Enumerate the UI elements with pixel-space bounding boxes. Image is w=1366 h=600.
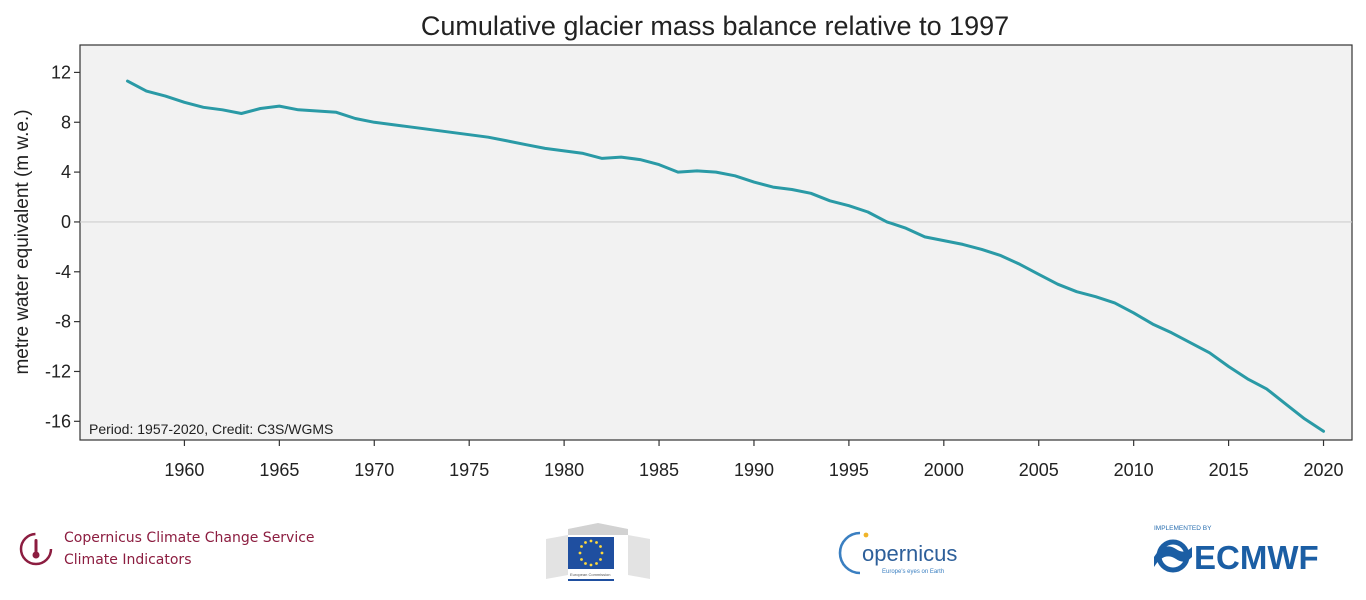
x-tick-label: 1985 [639,460,679,480]
y-tick-label: 8 [61,112,71,132]
european-commission-logo: European Commission [546,523,650,581]
ecmwf-logo: IMPLEMENTED BY ECMWF [1154,525,1319,576]
plot-panel [79,44,1353,441]
eu-label: European Commission [570,572,610,577]
c3s-name: Copernicus Climate Change Service [64,530,315,546]
thermometer-logo-icon [19,532,53,566]
y-tick-label: -8 [55,312,71,332]
glacier-chart: Cumulative glacier mass balance relative… [12,11,1353,480]
x-tick-label: 1990 [734,460,774,480]
copernicus-arc-icon [838,531,861,575]
y-tick-label: 12 [51,62,71,82]
chart-title: Cumulative glacier mass balance relative… [421,11,1009,41]
x-tick-label: 1995 [829,460,869,480]
copernicus-tagline: Europe's eyes on Earth [882,569,944,575]
eu-stars-icon [578,539,604,567]
credit-annotation: Period: 1957-2020, Credit: C3S/WGMS [89,421,333,437]
ecmwf-word: ECMWF [1194,539,1319,576]
y-axis: 12 8 4 0 -4 -8 -12 -16 [45,62,80,431]
x-tick-label: 2000 [924,460,964,480]
x-tick-label: 1975 [449,460,489,480]
x-tick-label: 2020 [1303,460,1343,480]
series-line [126,79,1325,433]
x-tick-label: 2010 [1114,460,1154,480]
copernicus-logo: opernicus Europe's eyes on Earth [838,531,957,575]
y-tick-label: -4 [55,262,71,282]
c3s-subtitle: Climate Indicators [64,552,192,568]
x-axis: 1960 1965 1970 1975 1980 1985 1990 1995 2000 2005… [164,440,1344,480]
x-tick-label: 1960 [164,460,204,480]
ecmwf-wave-icon [1154,539,1192,573]
ecmwf-tagline: IMPLEMENTED BY [1154,525,1212,532]
x-tick-label: 1965 [259,460,299,480]
y-tick-label: 0 [61,212,71,232]
x-tick-label: 1980 [544,460,584,480]
c3s-logo: Copernicus Climate Change Service Climat… [18,527,315,571]
footer-logos: Copernicus Climate Change Service Climat… [0,505,1366,600]
y-tick-label: -12 [45,361,71,381]
copernicus-word: opernicus [862,541,957,566]
y-tick-label: -16 [45,411,71,431]
y-tick-label: 4 [61,162,71,182]
x-tick-label: 2005 [1019,460,1059,480]
y-axis-label: metre water equivalent (m w.e.) [12,109,33,374]
x-tick-label: 2015 [1209,460,1249,480]
x-tick-label: 1970 [354,460,394,480]
